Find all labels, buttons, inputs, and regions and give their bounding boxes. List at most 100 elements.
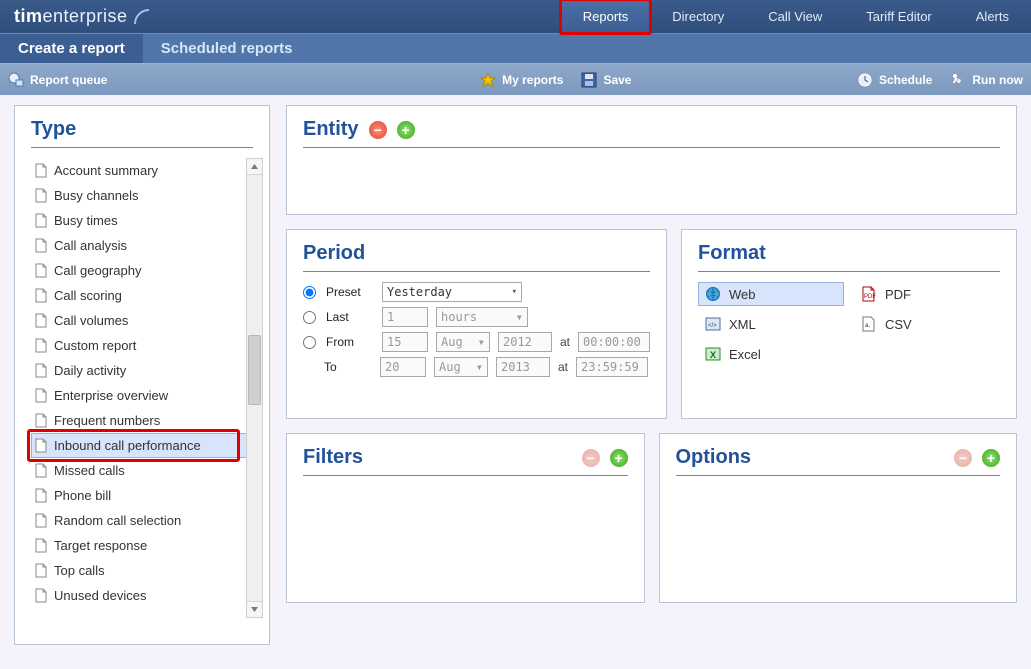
format-excel[interactable]: XExcel (698, 342, 844, 366)
format-csv[interactable]: a, CSV (854, 312, 1000, 336)
document-icon (34, 563, 48, 578)
scroll-thumb[interactable] (248, 335, 261, 405)
document-icon (34, 488, 48, 503)
period-from-time[interactable]: 00:00:00 (578, 332, 650, 352)
type-item[interactable]: Enterprise overview (31, 383, 249, 408)
period-last-qty[interactable]: 1 (382, 307, 428, 327)
type-item[interactable]: Missed calls (31, 458, 249, 483)
type-item[interactable]: Inbound call performance (31, 433, 249, 458)
nav-alerts[interactable]: Alerts (954, 0, 1031, 33)
type-item[interactable]: Unused devices (31, 583, 249, 608)
run-now-button[interactable]: Run now (950, 72, 1023, 88)
format-label: CSV (885, 317, 912, 332)
period-preset-radio[interactable] (303, 286, 316, 299)
main-nav: Reports Directory Call View Tariff Edito… (561, 0, 1031, 33)
nav-call-view[interactable]: Call View (746, 0, 844, 33)
save-label: Save (603, 73, 631, 87)
type-item-label: Frequent numbers (54, 413, 160, 428)
format-pdf[interactable]: PDF PDF (854, 282, 1000, 306)
queue-icon (8, 72, 24, 88)
type-item-label: Random call selection (54, 513, 181, 528)
document-icon (34, 588, 48, 603)
nav-directory[interactable]: Directory (650, 0, 746, 33)
period-at-label-2: at (558, 360, 568, 374)
type-item[interactable]: Custom report (31, 333, 249, 358)
period-heading: Period (303, 242, 650, 265)
schedule-button[interactable]: Schedule (857, 72, 932, 88)
period-to-time[interactable]: 23:59:59 (576, 357, 648, 377)
period-to-day[interactable]: 20 (380, 357, 426, 377)
period-to-label: To (324, 360, 372, 374)
clock-icon (857, 72, 873, 88)
tab-create-report[interactable]: Create a report (0, 34, 143, 63)
period-panel: Period Preset Yesterday ▾ Last 1 (286, 229, 667, 419)
period-from-month-value: Aug (441, 335, 463, 349)
format-heading: Format (698, 242, 1000, 265)
period-preset-select[interactable]: Yesterday ▾ (382, 282, 522, 302)
type-item[interactable]: Call analysis (31, 233, 249, 258)
document-icon (34, 388, 48, 403)
type-item[interactable]: Account summary (31, 158, 249, 183)
period-last-unit-value: hours (441, 310, 477, 324)
type-item[interactable]: Busy times (31, 208, 249, 233)
type-item[interactable]: Target response (31, 533, 249, 558)
filters-remove-button[interactable]: − (582, 449, 600, 467)
dropdown-icon: ▾ (476, 360, 483, 374)
format-label: PDF (885, 287, 911, 302)
format-label: Web (729, 287, 756, 302)
entity-add-button[interactable]: + (397, 121, 415, 139)
filters-divider (303, 475, 628, 476)
tab-scheduled-reports[interactable]: Scheduled reports (143, 34, 311, 63)
type-item[interactable]: Call volumes (31, 308, 249, 333)
save-button[interactable]: Save (581, 72, 631, 88)
document-icon (34, 288, 48, 303)
type-item[interactable]: Phone bill (31, 483, 249, 508)
type-item[interactable]: Call scoring (31, 283, 249, 308)
type-item[interactable]: Frequent numbers (31, 408, 249, 433)
filters-heading: Filters − + (303, 446, 628, 469)
type-item[interactable]: Call geography (31, 258, 249, 283)
svg-text:PDF: PDF (864, 294, 876, 300)
options-remove-button[interactable]: − (954, 449, 972, 467)
type-item[interactable]: Top calls (31, 558, 249, 583)
period-form: Preset Yesterday ▾ Last 1 hours ▾ (303, 282, 650, 377)
period-from-radio[interactable] (303, 336, 316, 349)
period-last-radio[interactable] (303, 311, 316, 324)
nav-reports[interactable]: Reports (561, 0, 651, 33)
type-item-label: Unused devices (54, 588, 147, 603)
entity-remove-button[interactable]: − (369, 121, 387, 139)
type-item-label: Account summary (54, 163, 158, 178)
period-from-day[interactable]: 15 (382, 332, 428, 352)
period-last-unit[interactable]: hours ▾ (436, 307, 528, 327)
schedule-label: Schedule (879, 73, 932, 87)
period-from-month[interactable]: Aug▾ (436, 332, 490, 352)
document-icon (34, 338, 48, 353)
scroll-down-arrow[interactable] (247, 601, 262, 617)
report-queue-button[interactable]: Report queue (8, 72, 107, 88)
period-to-year[interactable]: 2013 (496, 357, 550, 377)
nav-tariff-editor[interactable]: Tariff Editor (844, 0, 954, 33)
format-xml[interactable]: </>XML (698, 312, 844, 336)
scroll-up-arrow[interactable] (247, 159, 262, 175)
nav-tariff-editor-label: Tariff Editor (866, 9, 932, 24)
options-add-button[interactable]: + (982, 449, 1000, 467)
filters-add-button[interactable]: + (610, 449, 628, 467)
type-item[interactable]: Random call selection (31, 508, 249, 533)
svg-text:a,: a, (865, 323, 870, 329)
period-to-month[interactable]: Aug▾ (434, 357, 488, 377)
period-preset-value: Yesterday (387, 285, 452, 299)
excel-icon: X (705, 346, 721, 362)
format-web[interactable]: Web (698, 282, 844, 306)
type-item[interactable]: Daily activity (31, 358, 249, 383)
my-reports-button[interactable]: My reports (480, 72, 563, 88)
type-list: Account summaryBusy channelsBusy timesCa… (31, 158, 249, 608)
xml-icon: </> (705, 316, 721, 332)
period-from-year[interactable]: 2012 (498, 332, 552, 352)
type-scrollbar[interactable] (246, 158, 263, 618)
entity-heading-text: Entity (303, 118, 359, 141)
document-icon (34, 238, 48, 253)
type-item[interactable]: Busy channels (31, 183, 249, 208)
format-heading-text: Format (698, 242, 766, 265)
toolbar: Report queue My reports Save Schedule (0, 63, 1031, 95)
document-icon (34, 513, 48, 528)
